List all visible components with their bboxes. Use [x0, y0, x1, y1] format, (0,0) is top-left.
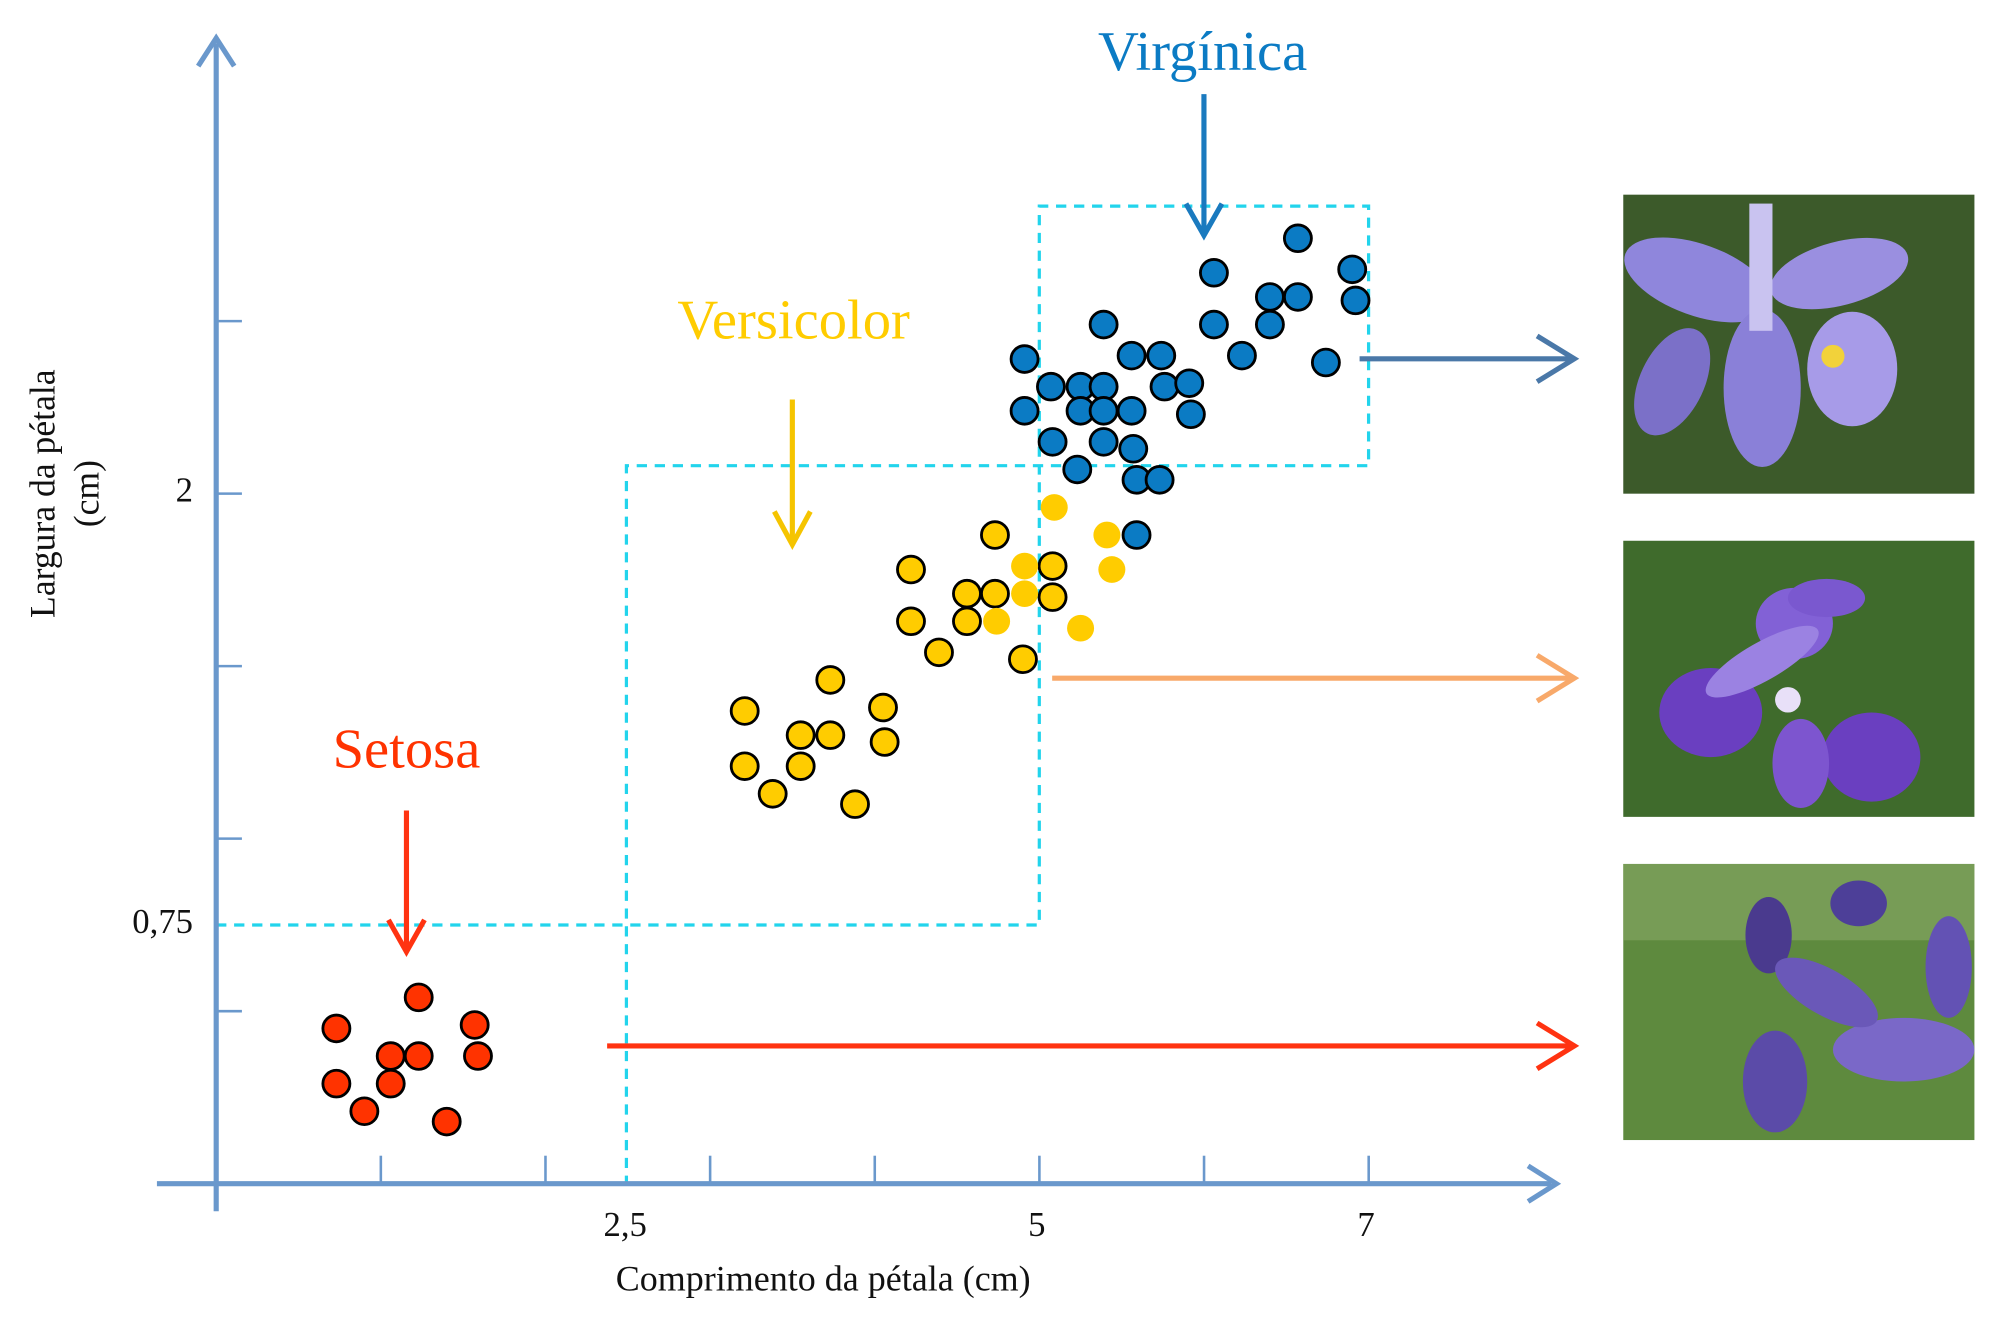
data-point: [1226, 340, 1257, 371]
data-point: [1011, 580, 1039, 608]
y-axis-label-line: Largura da pétala: [22, 369, 62, 618]
data-point: [1009, 396, 1040, 426]
data-point: [952, 578, 982, 609]
x-axis-arrow: [1526, 1163, 1562, 1204]
data-point: [1062, 454, 1093, 485]
data-point: [980, 578, 1010, 609]
data-point: [1037, 551, 1068, 581]
data-point: [896, 606, 926, 637]
versicolor-arrows: [772, 399, 813, 550]
x-axis-label: Comprimento da pétala (cm): [616, 1259, 1031, 1299]
data-point: [1011, 552, 1039, 580]
photo-versicolor: [1623, 540, 1975, 817]
virginica-photo-arrow: [1359, 333, 1580, 384]
decision-regions: [216, 204, 1371, 1184]
series-annotation: Virgínica: [1098, 21, 1307, 83]
data-point: [375, 1068, 406, 1099]
data-point: [1116, 340, 1147, 371]
x-tick-label: 2,5: [604, 1206, 647, 1244]
data-point: [1098, 556, 1126, 583]
data-point: [1088, 371, 1119, 402]
data-point: [952, 606, 982, 637]
data-point: [896, 554, 926, 585]
data-point: [1146, 340, 1177, 371]
data-point: [1310, 347, 1341, 378]
data-point: [980, 520, 1010, 550]
y-axis-label-line: (cm): [66, 460, 106, 527]
data-point: [815, 665, 846, 695]
data-point: [1175, 399, 1206, 430]
data-point: [1088, 309, 1119, 340]
data-point: [1254, 282, 1285, 312]
data-point: [1254, 309, 1285, 340]
data-point: [924, 637, 954, 668]
data-point: [785, 751, 816, 781]
series-annotation: Versicolor: [677, 290, 910, 352]
series: [1009, 223, 1371, 550]
data-point: [321, 1013, 352, 1044]
series-annotation: Setosa: [333, 719, 481, 781]
data-point: [1174, 368, 1205, 398]
arrows: [386, 94, 1580, 1071]
data-point: [1036, 371, 1066, 402]
flower-photos: [1623, 194, 1975, 1141]
data-point: [1199, 309, 1229, 340]
data-point: [1337, 254, 1368, 285]
data-point: [1340, 285, 1371, 316]
data-point: [1282, 282, 1313, 312]
data-point: [1116, 396, 1147, 426]
data-point: [349, 1096, 380, 1127]
virginica-arrows: [1183, 94, 1225, 241]
series: [983, 494, 1126, 642]
data-point: [1088, 427, 1119, 457]
y-tick-label: 2: [176, 472, 193, 510]
photo-setosa: [1623, 863, 1975, 1141]
data-point: [1088, 396, 1119, 426]
data-point: [1037, 427, 1068, 457]
photo-virginica: [1623, 194, 1975, 494]
y-axis-label: Largura da pétala (cm): [22, 369, 106, 618]
data-point: [1040, 494, 1068, 521]
data-point: [403, 1041, 434, 1071]
data-point: [459, 1010, 490, 1040]
data-point: [403, 982, 434, 1013]
data-point: [375, 1041, 406, 1071]
setosa-arrows: [386, 810, 1580, 1071]
data-point: [1118, 434, 1149, 464]
data-point: [1009, 344, 1040, 374]
data-point: [1149, 371, 1180, 402]
data-point: [431, 1106, 462, 1137]
data-point: [1008, 644, 1038, 675]
data-point: [463, 1041, 493, 1071]
data-point: [840, 789, 870, 819]
data-point: [1199, 258, 1229, 288]
data-point: [729, 751, 760, 781]
data-point: [1121, 520, 1152, 550]
data-point: [1067, 614, 1095, 642]
data-point: [1144, 465, 1175, 495]
versicolor-photo-arrow: [1052, 653, 1580, 704]
data-point: [815, 720, 846, 750]
y-tick-label: 0,75: [132, 903, 193, 941]
x-tick-label: 5: [1028, 1206, 1045, 1244]
data-point: [757, 779, 788, 809]
data-point: [321, 1068, 352, 1099]
y-axis-arrow: [196, 33, 237, 68]
data-point: [729, 696, 760, 726]
data-point: [1282, 223, 1313, 254]
data-point: [869, 727, 900, 757]
series: [729, 520, 1068, 819]
data-point: [1037, 582, 1068, 612]
setosa-boundary: [216, 204, 1371, 1184]
data-point: [868, 692, 898, 723]
data-point: [1093, 521, 1121, 549]
data-point: [983, 607, 1011, 635]
data-point: [785, 720, 816, 750]
series: [321, 982, 493, 1137]
x-tick-label: 7: [1357, 1206, 1374, 1244]
